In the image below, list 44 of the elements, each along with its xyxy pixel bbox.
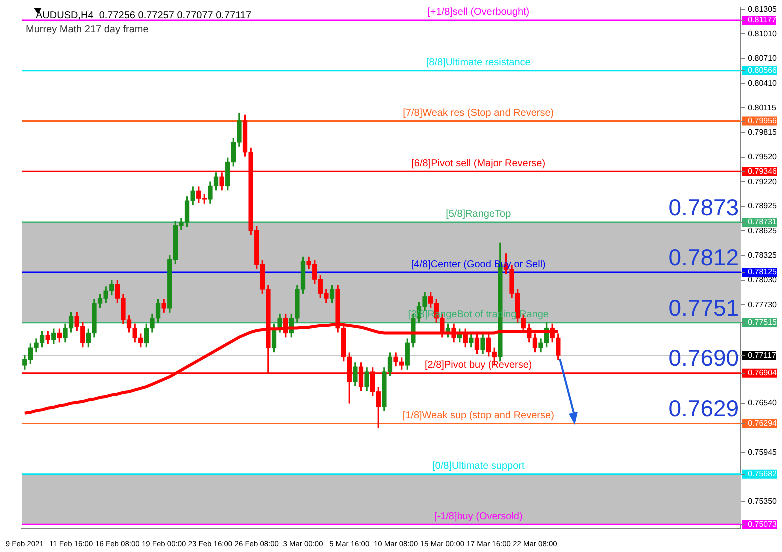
ref-line-label: [+1/8]sell (Overbought) [428,7,530,18]
ref-line-label: [8/8]Ultimate resistance [426,58,532,69]
y-tick-label: 0.81305 [748,5,778,14]
y-tick-label: 0.77515 [748,318,778,328]
y-tick-label: 0.78925 [748,202,778,211]
y-tick-label: 0.75073 [748,520,778,529]
y-tick-label: 0.75350 [748,496,778,506]
y-tick-label: 0.77117 [748,350,777,360]
annotation: 0.7751 [668,294,740,321]
ref-line-label: [2/8]Pivot buy (Reverse) [424,360,532,372]
annotation: 0.7873 [668,194,740,220]
y-tick-label: 0.78030 [748,276,778,285]
ref-line-label: [6/8]Pivot sell (Major Reverse) [412,158,546,170]
y-tick-label: 0.79815 [748,128,778,138]
ref-line-label: [1/8]Weak sup (stop and Reverse) [402,410,554,422]
y-tick-label: 0.79346 [748,166,778,176]
y-tick-label: 0.75945 [748,448,778,457]
y-tick-label: 0.80410 [748,78,778,88]
y-tick-label: 0.77730 [748,300,778,310]
text: Murrey Math 217 day frame [26,24,150,36]
y-tick-label: 0.80566 [748,66,778,76]
y-tick-label: 0.76540 [748,398,778,408]
y-tick-label: 0.81177 [748,16,777,25]
annotation: 0.7629 [668,396,740,422]
y-tick-label: 0.78325 [748,251,778,260]
y-tick-label: 0.79520 [748,152,778,162]
y-tick-label: 0.79220 [748,177,778,186]
y-tick-label: 0.75682 [748,470,778,479]
y-tick-label: 0.78731 [748,218,778,227]
y-tick-label: 0.80115 [748,103,777,112]
ref-line-label: [0/8]Ultimate support [432,461,525,472]
ref-line-label: [7/8]Weak res (Stop and Reverse) [403,108,554,120]
y-tick-label: 0.76904 [748,368,778,378]
ref-line-label: [-1/8]buy (Oversold) [434,511,523,522]
y-tick-label: 0.78125 [748,268,778,277]
y-tick-label: 0.78625 [748,226,778,236]
chart-title: AUDUSD,H4 0.77256 0.77257 0.77077 0.77117 [36,10,252,22]
annotation: 0.7690 [668,345,740,372]
y-tick-label: 0.80710 [748,54,778,64]
annotation: 0.7812 [668,244,740,270]
y-tick-label: 0.79956 [748,116,778,126]
ref-line-label: [5/8]RangeTop [446,209,512,220]
y-tick-label: 0.76294 [748,418,778,428]
y-tick-label: 0.81010 [748,29,778,38]
